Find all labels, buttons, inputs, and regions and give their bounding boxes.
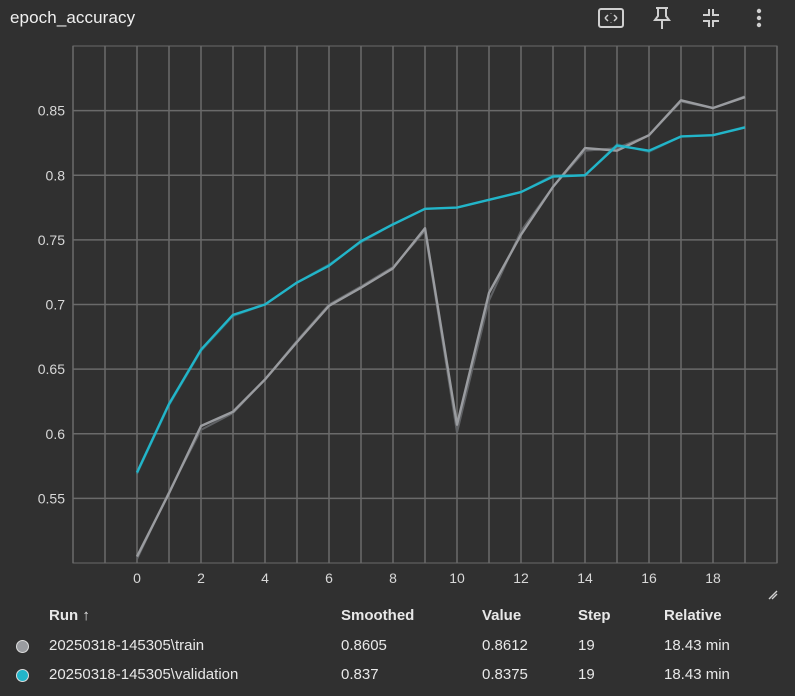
- y-tick-label: 0.65: [38, 361, 65, 377]
- step-value: 19: [578, 666, 595, 683]
- x-tick-label: 0: [133, 570, 141, 586]
- x-tick-label: 8: [389, 570, 397, 586]
- series-raw-line: [136, 125, 746, 475]
- run-color-swatch: [16, 669, 29, 682]
- y-tick-label: 0.85: [38, 103, 65, 119]
- x-tick-label: 10: [449, 570, 465, 586]
- raw-value: 0.8375: [482, 666, 528, 683]
- relative-time: 18.43 min: [664, 637, 730, 654]
- x-tick-label: 18: [705, 570, 721, 586]
- x-tick-label: 14: [577, 570, 593, 586]
- y-tick-label: 0.55: [38, 490, 65, 506]
- step-column-header: Step: [578, 607, 611, 624]
- line-chart[interactable]: 0 2 4 6 8 10 12 14 16 18 0.55 0.6 0.65 0.7 0.75 0.8 0.85: [0, 0, 795, 600]
- y-tick-label: 0.8: [46, 167, 66, 183]
- resize-handle-icon[interactable]: [766, 588, 780, 602]
- series-smoothed-line: [135, 126, 746, 474]
- chart-title: epoch_accuracy: [10, 8, 136, 27]
- chart-grid: [72, 45, 778, 564]
- chart-ticks: 0 2 4 6 8 10 12 14 16 18 0.55 0.6 0.65 0.7 0.75 0.8 0.85: [38, 103, 721, 586]
- y-tick-label: 0.6: [46, 426, 66, 442]
- pin-button[interactable]: [646, 4, 678, 32]
- fit-to-domain-icon: [598, 8, 624, 28]
- y-tick-label: 0.7: [46, 297, 66, 313]
- y-tick-label: 0.75: [38, 232, 65, 248]
- smoothed-column-header: Smoothed: [341, 607, 415, 624]
- value-column-header: Value: [482, 607, 522, 624]
- table-row[interactable]: 20250318-145305\train 0.8605 0.8612 19 1…: [0, 637, 795, 663]
- run-color-swatch: [16, 640, 29, 653]
- x-tick-label: 4: [261, 570, 269, 586]
- run-name: 20250318-145305\validation: [49, 666, 239, 683]
- fit-to-domain-button[interactable]: [595, 4, 627, 32]
- relative-column-header: Relative: [664, 607, 722, 624]
- more-options-button[interactable]: [743, 4, 775, 32]
- pin-icon: [653, 7, 671, 29]
- more-options-icon: [756, 8, 762, 28]
- collapse-icon: [703, 9, 719, 27]
- x-tick-label: 16: [641, 570, 657, 586]
- smoothed-value: 0.8605: [341, 637, 387, 654]
- series-smoothed-line: [135, 95, 746, 558]
- collapse-button[interactable]: [695, 4, 727, 32]
- run-column-header[interactable]: Run ↑: [49, 607, 90, 624]
- run-name: 20250318-145305\train: [49, 637, 205, 654]
- x-tick-label: 2: [197, 570, 205, 586]
- relative-time: 18.43 min: [664, 666, 730, 683]
- x-tick-label: 6: [325, 570, 333, 586]
- raw-value: 0.8612: [482, 637, 528, 654]
- table-row[interactable]: 20250318-145305\validation 0.837 0.8375 …: [0, 666, 795, 692]
- x-tick-label: 12: [513, 570, 529, 586]
- smoothed-value: 0.837: [341, 666, 379, 683]
- chart-series: [135, 95, 746, 560]
- step-value: 19: [578, 637, 595, 654]
